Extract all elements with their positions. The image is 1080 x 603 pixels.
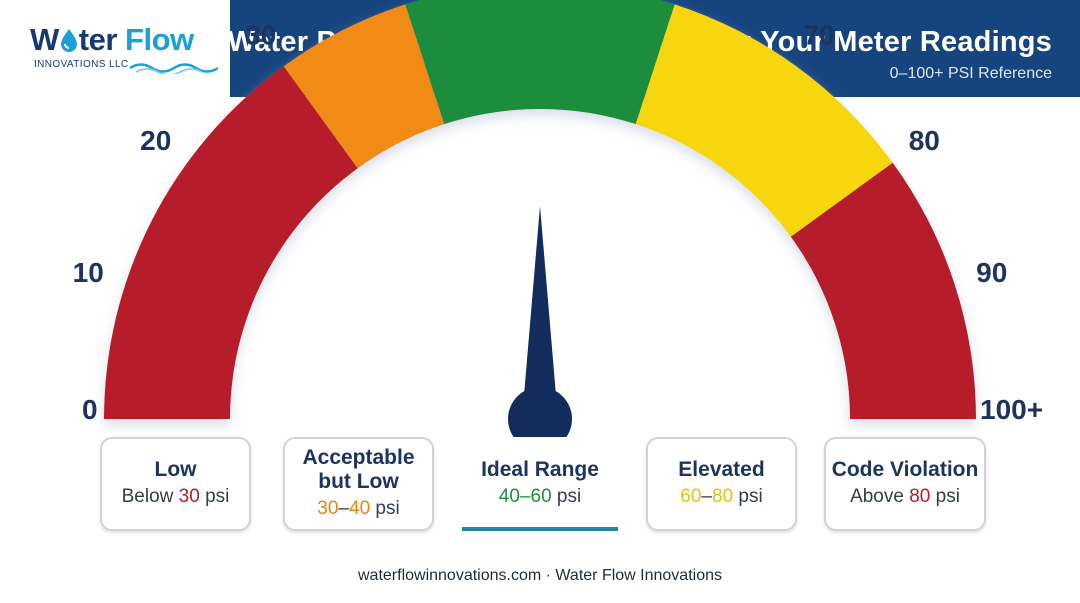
ideal-underline: [462, 527, 618, 531]
zone-title: Ideal Range: [481, 458, 599, 481]
zone-range-unit: psi: [733, 486, 763, 507]
zone-range: 40–60 psi: [499, 484, 581, 510]
zone-range: Below 30 psi: [122, 484, 230, 510]
zone-range-low: 40: [498, 486, 520, 507]
zone-range-high: 80: [712, 486, 734, 507]
zone-title: Elevated: [678, 458, 765, 481]
zone-range-value: 80: [909, 486, 931, 507]
gauge-segment: [790, 162, 976, 419]
gauge-segment: [283, 4, 445, 169]
gauge-segment: [635, 4, 893, 237]
gauge-ticks: 0102030405060708090100+: [73, 20, 1043, 425]
zone-range-dash: –: [519, 486, 531, 507]
gauge-arc: [104, 0, 976, 420]
logo-word-end: Flow: [125, 22, 194, 57]
footer-credit: waterflowinnovations.com · Water Flow In…: [358, 567, 722, 584]
logo-word-mid: ter: [78, 22, 118, 57]
wave-icon: [130, 63, 218, 74]
tick-label: 90: [976, 257, 1007, 288]
gauge-needle: [508, 206, 572, 451]
zone-range-low: 60: [680, 486, 702, 507]
logo-subtitle: INNOVATIONS LLC: [34, 59, 129, 70]
zone-card-acceptable: Acceptable but Low 30–40 psi: [283, 437, 434, 531]
zone-range: 60–80 psi: [680, 484, 762, 510]
tick-label: 30: [245, 20, 276, 51]
zone-range-value: 30: [178, 486, 200, 507]
zone-card-low: Low Below 30 psi: [100, 437, 251, 531]
zone-range-prefix: Above: [850, 486, 910, 507]
tick-label: 20: [140, 125, 171, 156]
zone-card-elevated: Elevated 60–80 psi: [646, 437, 797, 531]
zone-range-dash: –: [701, 486, 712, 507]
gauge-segment: [104, 66, 358, 420]
page-subtitle: 0–100+ PSI Reference: [889, 65, 1052, 82]
tick-label: 10: [73, 257, 104, 288]
zone-range-low: 30: [317, 498, 339, 519]
zone-card-ideal: Ideal Range 40–60 psi: [462, 437, 618, 531]
needle-pointer: [522, 206, 558, 419]
zone-title: Acceptable but Low: [302, 446, 415, 493]
tick-label: 80: [909, 125, 940, 156]
zone-card-code-violation: Code Violation Above 80 psi: [824, 437, 986, 531]
zone-range-high: 60: [530, 486, 552, 507]
zone-range-dash: –: [338, 498, 349, 519]
gauge-segment: [405, 0, 675, 125]
needle-hub: [508, 387, 572, 451]
zone-range: Above 80 psi: [850, 484, 960, 510]
logo-word-start: W: [30, 22, 59, 57]
zone-range-unit: psi: [199, 486, 230, 507]
water-drop-icon: [60, 24, 78, 52]
zone-range: 30–40 psi: [317, 496, 399, 522]
tick-label: 70: [804, 20, 835, 51]
zone-title: Code Violation: [831, 458, 979, 481]
zone-range-high: 40: [349, 498, 371, 519]
zone-range-unit: psi: [370, 498, 400, 519]
zone-title: Low: [154, 458, 197, 481]
zone-range-unit: psi: [930, 486, 960, 507]
zone-range-unit: psi: [551, 486, 582, 507]
tick-label: 0: [82, 394, 98, 425]
zone-range-prefix: Below: [121, 486, 179, 507]
tick-label: 100+: [980, 394, 1043, 425]
